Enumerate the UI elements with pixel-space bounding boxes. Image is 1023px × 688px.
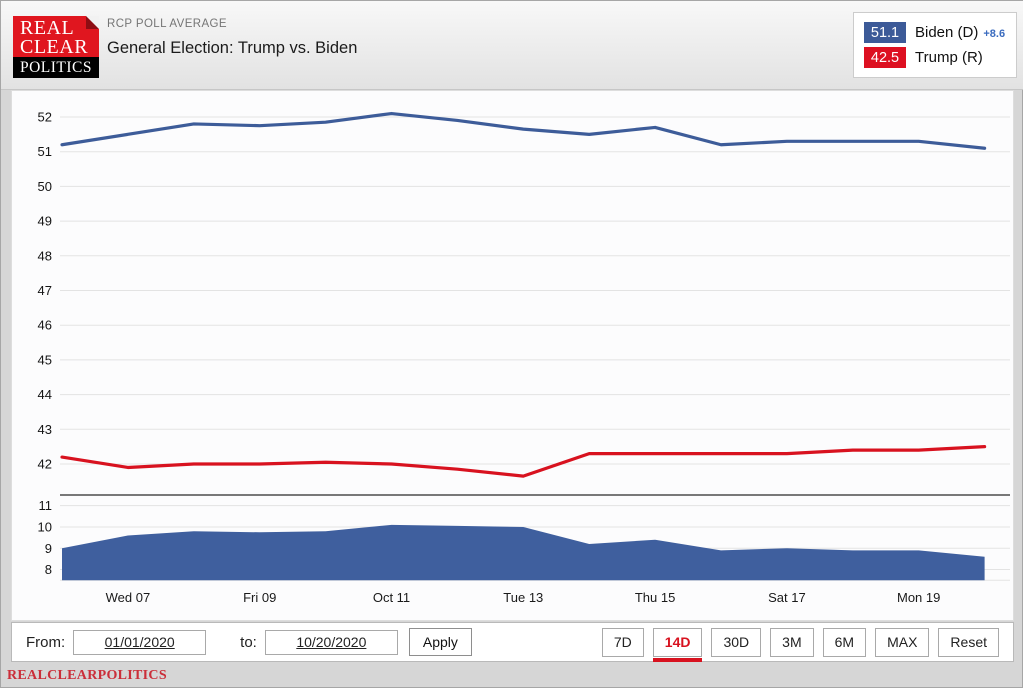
spread-axis-label: 8 — [45, 562, 52, 577]
range-button-7d[interactable]: 7D — [601, 627, 644, 657]
footer-brand: REALCLEARPOLITICS — [7, 668, 167, 683]
series-line-trump — [60, 445, 987, 478]
range-button-max[interactable]: MAX — [875, 627, 930, 657]
spread-area — [62, 524, 985, 581]
y-axis-label: 47 — [38, 283, 52, 298]
x-axis-label: Tue 13 — [503, 590, 543, 605]
to-label: to: — [240, 633, 257, 651]
reset-button[interactable]: Reset — [938, 627, 999, 657]
legend-row-trump: 42.5 Trump (R) — [864, 47, 1006, 68]
legend-value-badge-biden: 51.1 — [864, 22, 906, 43]
range-button-30d[interactable]: 30D — [711, 627, 762, 657]
logo-line-clear: CLEAR — [20, 36, 89, 58]
spread-axis-label: 10 — [38, 519, 52, 534]
y-axis-label: 51 — [38, 144, 52, 159]
y-axis-label: 44 — [38, 387, 52, 402]
x-axis-label: Mon 19 — [897, 590, 940, 605]
x-axis-label: Fri 09 — [243, 590, 276, 605]
range-button-6m[interactable]: 6M — [822, 627, 867, 657]
apply-button[interactable]: Apply — [408, 628, 472, 656]
logo-fold-corner-icon — [86, 16, 99, 29]
y-axis-label: 45 — [38, 352, 52, 367]
y-axis-label: 50 — [38, 179, 52, 194]
poll-trend-chart[interactable]: 52 51 50 49 48 47 46 45 44 43 42 11 10 9 8 Wed 07 Fri 09… — [12, 91, 1013, 620]
spread-axis-label: 9 — [45, 541, 52, 556]
x-axis-label: Oct 11 — [373, 590, 410, 605]
y-axis-label: 43 — [38, 422, 52, 437]
date-range-controls: From: to: Apply 7D 14D 30D 3M 6M MAX Res… — [11, 622, 1014, 662]
to-date-input[interactable] — [264, 629, 398, 655]
logo-line-politics: POLITICS — [13, 57, 99, 78]
x-axis-label: Thu 15 — [635, 590, 675, 605]
chart-panel: 52 51 50 49 48 47 46 45 44 43 42 11 10 9 8 Wed 07 Fri 09… — [11, 90, 1014, 621]
spread-axis-label: 11 — [39, 498, 53, 513]
from-date-input[interactable] — [73, 629, 207, 655]
legend: 51.1 Biden (D) +8.6 42.5 Trump (R) — [853, 12, 1017, 78]
x-axis-label: Sat 17 — [768, 590, 806, 605]
series-line-biden — [60, 111, 987, 150]
range-button-3m[interactable]: 3M — [770, 627, 814, 657]
y-axis-label: 48 — [38, 248, 52, 263]
logo-line-real: REAL — [20, 17, 75, 39]
y-axis-label: 42 — [38, 457, 52, 472]
y-axis-label: 52 — [38, 110, 52, 125]
y-axis-label: 46 — [38, 318, 52, 333]
from-label: From: — [26, 633, 66, 651]
y-axis-label: 49 — [38, 214, 52, 229]
legend-label-trump: Trump (R) — [915, 49, 983, 66]
page-title: General Election: Trump vs. Biden — [107, 39, 358, 57]
range-button-14d[interactable]: 14D — [652, 627, 703, 662]
legend-delta: +8.6 — [983, 27, 1006, 40]
x-axis-label: Wed 07 — [106, 590, 151, 605]
header: REAL CLEAR POLITICS RCP POLL AVERAGE Gen… — [1, 1, 1023, 90]
legend-row-biden: 51.1 Biden (D) +8.6 — [864, 22, 1006, 43]
kicker: RCP POLL AVERAGE — [107, 18, 227, 30]
rcp-logo: REAL CLEAR POLITICS — [13, 16, 99, 78]
legend-label-biden: Biden (D) — [915, 24, 979, 41]
logo-text: REAL CLEAR — [20, 17, 89, 58]
legend-value-badge-trump: 42.5 — [864, 47, 906, 68]
